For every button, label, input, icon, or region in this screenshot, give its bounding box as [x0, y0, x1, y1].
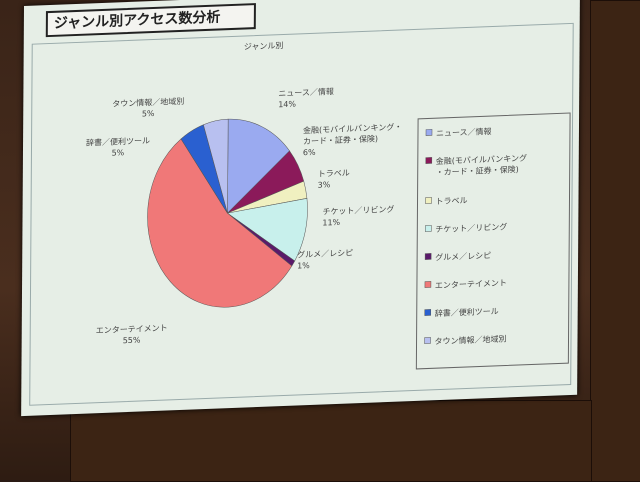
wall-panel	[70, 400, 592, 482]
slice-label: 辞書／便利ツール	[86, 135, 150, 147]
slice-label: エンターテイメント	[96, 323, 168, 335]
legend-swatch	[424, 253, 432, 260]
slice-percent-label: 11%	[322, 218, 340, 228]
pie-slice	[203, 118, 229, 214]
slice-percent-label: 6%	[303, 148, 316, 158]
slice-percent-label: 3%	[318, 180, 331, 190]
pie-slice	[227, 118, 290, 214]
legend-item: エンターテイメント	[435, 278, 507, 290]
wall-panel	[590, 0, 640, 482]
slice-percent-label: 5%	[142, 109, 155, 119]
slice-label: ニュース／情報	[278, 86, 334, 98]
legend-item: 金融(モバイルバンキング・カード・証券・保険)	[436, 153, 527, 178]
legend-item: タウン情報／地域別	[435, 333, 507, 346]
legend-item: トラベル	[435, 196, 467, 206]
legend-item: グルメ／レシピ	[435, 250, 491, 262]
legend-swatch	[425, 225, 432, 232]
pie-slice	[147, 138, 293, 308]
legend-item: ニュース／情報	[436, 126, 492, 138]
slice-label: タウン情報／地域別	[112, 96, 184, 109]
legend	[415, 112, 571, 370]
legend-item: 辞書／便利ツール	[435, 306, 499, 318]
slice-percent-label: 55%	[123, 336, 141, 346]
slice-label: グルメ／レシピ	[297, 247, 353, 259]
slice-percent-label: 1%	[297, 261, 310, 271]
slice-percent-label: 5%	[112, 148, 125, 158]
slice-label: チケット／リビング	[322, 204, 394, 217]
pie-slice	[226, 198, 308, 262]
pie-chart: ジャンル別 ニュース／情報 14% 金融(モバイルバンキング・カード・証券・保険) 6…	[86, 41, 571, 370]
chart-title: ジャンル別	[244, 41, 284, 52]
legend-swatch	[425, 129, 433, 136]
slice-label: 金融(モバイルバンキング・カード・証券・保険)	[303, 121, 402, 146]
legend-swatch	[425, 157, 433, 164]
slice-percent-label: 14%	[278, 100, 296, 110]
legend-swatch	[424, 309, 432, 316]
legend-swatch	[424, 337, 431, 344]
legend-swatch	[425, 197, 432, 204]
legend-item: チケット／リビング	[435, 221, 507, 234]
legend-swatch	[424, 281, 432, 288]
slice-label: トラベル	[318, 168, 350, 178]
projected-slide: ジャンル別アクセス数分析 ジャンル別 ニュース／情報 14% 金融(モバイルバンキン…	[21, 0, 580, 417]
